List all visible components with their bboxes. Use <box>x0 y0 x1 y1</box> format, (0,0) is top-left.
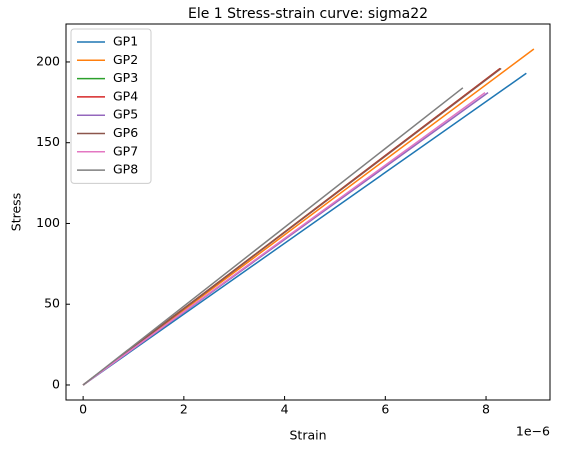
legend-label: GP5 <box>113 107 138 122</box>
x-axis-label: Strain <box>289 428 326 443</box>
x-tick-label: 6 <box>381 402 389 417</box>
series-line <box>82 87 464 386</box>
y-tick-label: 150 <box>36 134 60 149</box>
series-line <box>82 67 502 386</box>
legend-label: GP4 <box>113 88 138 103</box>
legend-label: GP2 <box>113 52 138 67</box>
y-tick-label: 200 <box>36 53 60 68</box>
y-tick-label: 0 <box>52 376 60 391</box>
series-line <box>82 92 486 386</box>
legend-label: GP7 <box>113 143 138 158</box>
x-tick-label: 2 <box>180 402 188 417</box>
x-tick-label: 4 <box>281 402 289 417</box>
legend-box <box>70 28 152 184</box>
legend-label: GP6 <box>113 125 138 140</box>
y-tick-label: 50 <box>44 296 60 311</box>
x-tick-label: 0 <box>79 402 87 417</box>
x-offset-label: 1e−6 <box>516 424 550 439</box>
legend-label: GP3 <box>113 70 138 85</box>
y-axis-label: Stress <box>9 193 24 231</box>
y-tick-label: 100 <box>36 215 60 230</box>
legend-label: GP1 <box>113 34 138 49</box>
plot-frame <box>65 23 551 401</box>
chart-title: Ele 1 Stress-strain curve: sigma22 <box>188 6 428 22</box>
series-line <box>82 72 527 386</box>
x-tick-label: 8 <box>482 402 490 417</box>
legend-label: GP8 <box>113 162 138 177</box>
